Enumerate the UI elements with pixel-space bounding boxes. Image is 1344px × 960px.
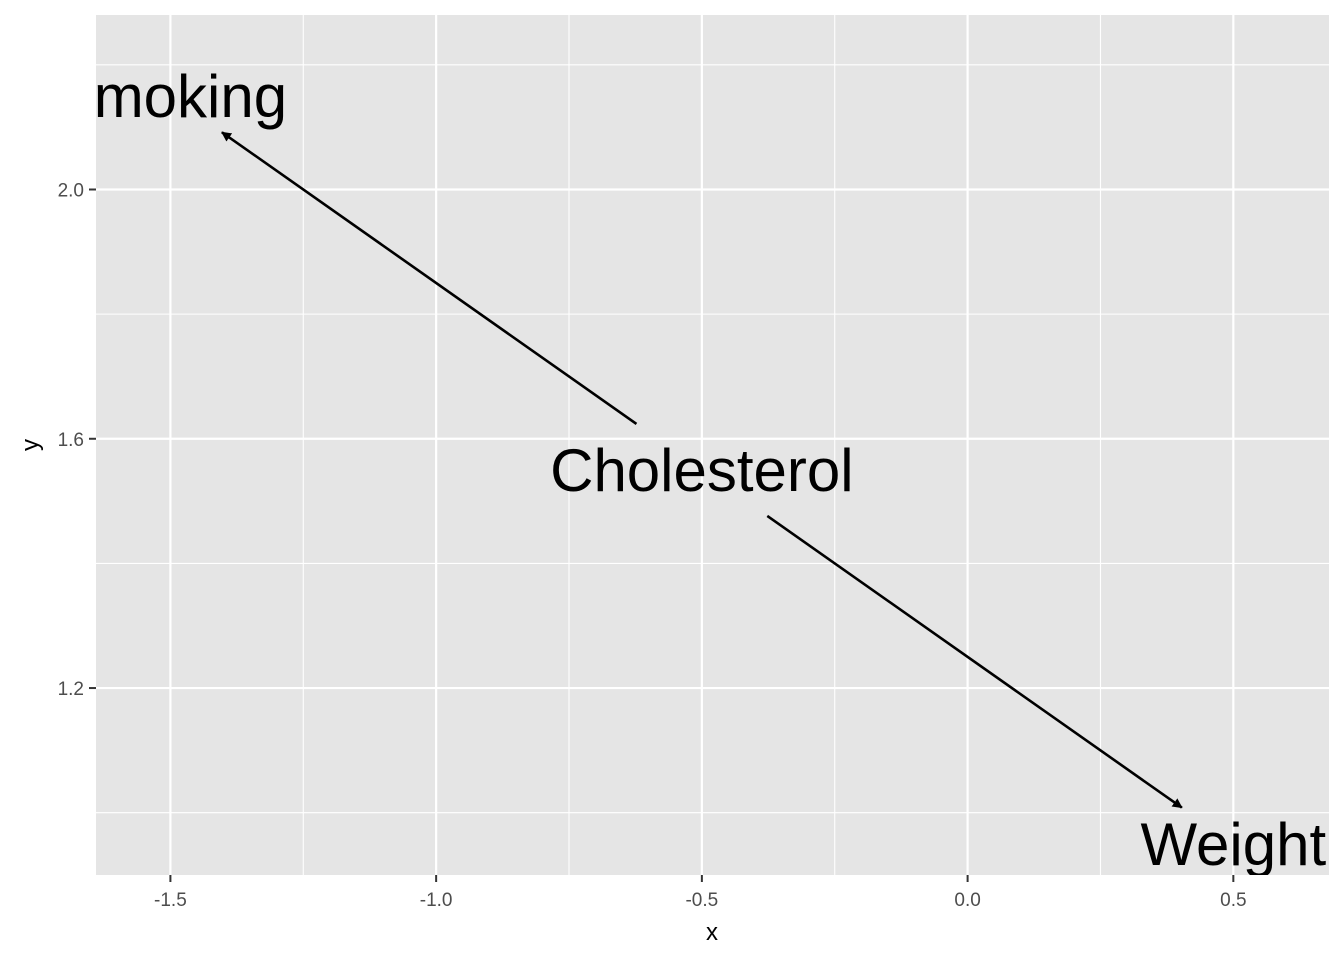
y-tick-label: 1.6: [58, 430, 84, 451]
x-tick-label: 0.5: [1220, 890, 1246, 911]
node-label-cholesterol: Cholesterol: [550, 437, 854, 504]
x-tick-label: -0.5: [685, 890, 718, 911]
x-tick-label: 0.0: [954, 890, 980, 911]
edge-arrow-cholesterol-smoking: [221, 131, 638, 425]
y-axis: 1.2 1.6 2.0: [58, 180, 96, 700]
plot-panel: [96, 15, 1329, 875]
x-tick-label: -1.0: [420, 890, 453, 911]
node-label-smoking: Smoking: [54, 63, 287, 130]
x-tick-label: -1.5: [154, 890, 187, 911]
edges: [221, 131, 1183, 809]
minor-grid: [96, 15, 1329, 875]
edge-arrow-cholesterol-weight: [766, 514, 1183, 809]
x-axis: -1.5 -1.0 -0.5 0.0 0.5: [154, 875, 1247, 911]
x-axis-title: x: [706, 919, 718, 946]
y-axis-title: y: [17, 439, 44, 451]
y-tick-label: 2.0: [58, 180, 84, 201]
node-label-weight: Weight: [1141, 811, 1327, 878]
y-tick-label: 1.2: [58, 679, 84, 700]
nodes: Smoking Cholesterol Weight: [54, 63, 1327, 878]
